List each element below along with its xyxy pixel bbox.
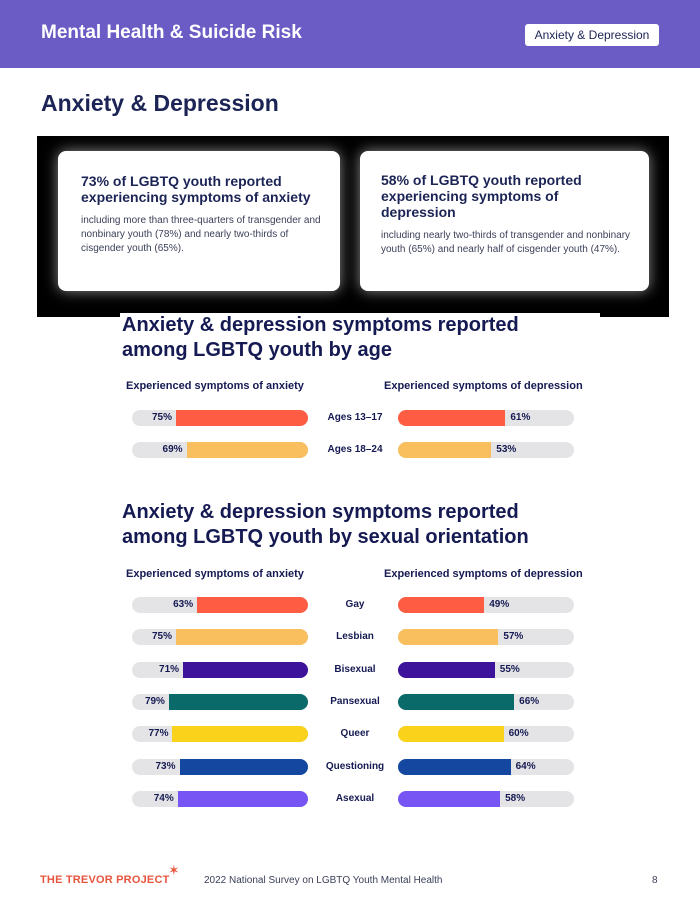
header-bar: Mental Health & Suicide Risk Anxiety & D… [0,0,700,68]
anxiety-bar [197,597,308,613]
anxiety-bar [177,791,308,807]
age-chart-title: Anxiety & depression symptoms reported a… [122,314,519,361]
anxiety-value-label: 75% [151,631,172,642]
anxiety-bar [183,662,308,678]
orientation-depression-header: Experienced symptoms of depression [384,568,583,580]
anxiety-stat-headline: 73% of LGBTQ youth reported experiencing… [81,173,311,205]
depression-bar [398,726,504,742]
age-anxiety-header: Experienced symptoms of anxiety [126,380,304,392]
depression-value-label: 61% [510,412,531,423]
category-label: Queer [340,728,370,739]
category-label: Pansexual [330,696,380,707]
anxiety-value-label: 63% [173,599,194,610]
footer-caption: 2022 National Survey on LGBTQ Youth Ment… [204,875,443,886]
anxiety-bar [186,442,308,458]
page-title: Anxiety & Depression [41,90,279,116]
depression-bar [398,662,495,678]
depression-value-label: 64% [515,761,536,772]
category-label: Lesbian [336,631,374,642]
anxiety-value-label: 77% [148,728,169,739]
orientation-chart-title: Anxiety & depression symptoms reported a… [122,501,529,548]
depression-stat-headline: 58% of LGBTQ youth reported experiencing… [381,172,582,220]
anxiety-value-label: 75% [151,412,172,423]
trevor-project-logo: THE TREVOR PROJECT [40,874,170,886]
depression-bar [398,410,506,426]
anxiety-bar [179,759,308,775]
anxiety-bar [172,726,308,742]
anxiety-value-label: 79% [144,696,165,707]
section-badge: Anxiety & Depression [525,24,659,46]
anxiety-value-label: 69% [162,444,183,455]
header-title: Mental Health & Suicide Risk [41,22,302,43]
depression-bar [398,442,492,458]
anxiety-bar [176,410,308,426]
category-label: Asexual [335,793,375,804]
depression-stat-card: 58% of LGBTQ youth reported experiencing… [360,151,649,291]
depression-value-label: 60% [508,728,529,739]
category-label: Gay [345,599,365,610]
depression-value-label: 66% [519,696,540,707]
depression-value-label: 55% [499,664,520,675]
depression-value-label: 53% [496,444,517,455]
depression-value-label: 58% [505,793,526,804]
category-label: Ages 13–17 [327,412,383,423]
divider-strip [120,313,600,319]
depression-bar [398,694,515,710]
star-icon: ✶ [168,862,180,878]
depression-stat-body: including nearly two-thirds of transgend… [381,230,631,255]
anxiety-stat-card: 73% of LGBTQ youth reported experiencing… [58,151,340,291]
depression-bar [398,791,501,807]
category-label: Questioning [325,761,385,772]
anxiety-value-label: 71% [159,664,180,675]
category-label: Ages 18–24 [327,444,383,455]
anxiety-value-label: 74% [153,793,174,804]
orientation-anxiety-header: Experienced symptoms of anxiety [126,568,304,580]
anxiety-bar [176,629,308,645]
depression-value-label: 49% [489,599,510,610]
anxiety-bar [168,694,308,710]
depression-bar [398,597,485,613]
page-number: 8 [652,875,658,886]
age-depression-header: Experienced symptoms of depression [384,380,583,392]
category-label: Bisexual [334,664,376,675]
depression-bar [398,759,511,775]
depression-value-label: 57% [503,631,524,642]
anxiety-value-label: 73% [155,761,176,772]
anxiety-stat-body: including more than three-quarters of tr… [81,215,321,254]
depression-bar [398,629,499,645]
